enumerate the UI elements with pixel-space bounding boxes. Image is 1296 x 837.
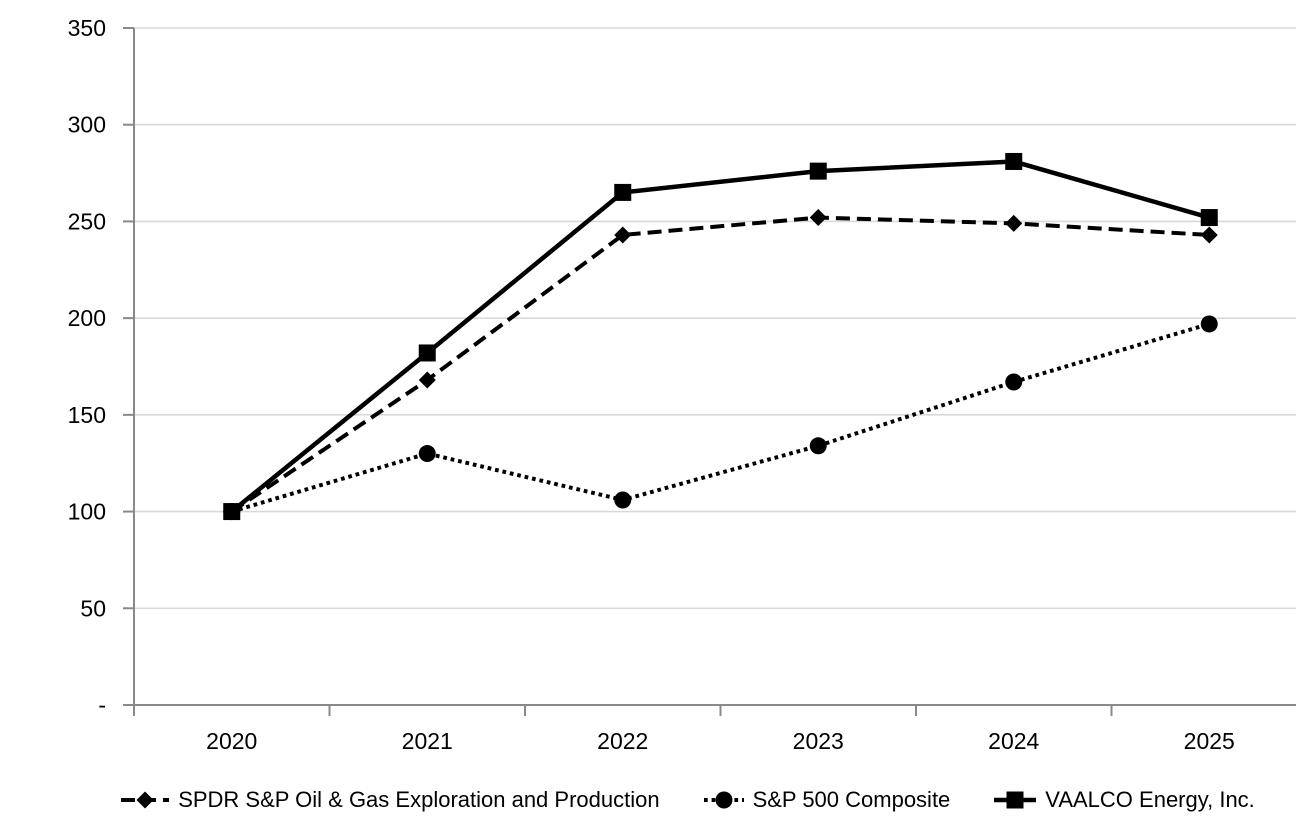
square-marker bbox=[1005, 152, 1023, 170]
y-tick-label: 150 bbox=[68, 402, 106, 428]
series-line bbox=[230, 159, 1210, 514]
legend-item-2: S&P 500 Composite bbox=[703, 787, 951, 813]
square-marker bbox=[223, 503, 241, 521]
x-tick-label: 2024 bbox=[988, 728, 1039, 754]
diamond-marker bbox=[809, 209, 827, 227]
y-tick-label: 250 bbox=[68, 208, 106, 234]
legend-label: SPDR S&P Oil & Gas Exploration and Produ… bbox=[178, 787, 660, 812]
y-tick-label: 350 bbox=[68, 16, 106, 41]
circle-marker bbox=[809, 437, 827, 455]
square-marker bbox=[614, 183, 632, 201]
legend-item-1: SPDR S&P Oil & Gas Exploration and Produ… bbox=[121, 787, 660, 813]
x-tick-label: 2021 bbox=[402, 728, 453, 754]
diamond-marker bbox=[1200, 226, 1218, 244]
legend-item-3: VAALCO Energy, Inc. bbox=[994, 787, 1255, 813]
x-tick-label: 2022 bbox=[597, 728, 648, 754]
circle-marker bbox=[1005, 373, 1023, 391]
square-marker bbox=[1200, 209, 1218, 227]
legend-sample-diamond-icon bbox=[121, 791, 170, 809]
y-tick-label: 300 bbox=[68, 112, 106, 138]
legend-label: VAALCO Energy, Inc. bbox=[1045, 787, 1255, 812]
x-tick-label: 2023 bbox=[793, 728, 844, 754]
legend-sample-square-icon bbox=[994, 791, 1037, 809]
legend-label: S&P 500 Composite bbox=[752, 787, 951, 812]
diamond-marker bbox=[418, 371, 436, 389]
square-marker bbox=[809, 162, 827, 180]
y-tick-label: - bbox=[98, 692, 106, 718]
x-tick-label: 2020 bbox=[206, 728, 257, 754]
x-tick-label: 2025 bbox=[1184, 728, 1235, 754]
circle-marker bbox=[715, 791, 733, 809]
diamond-marker bbox=[614, 226, 632, 244]
circle-marker bbox=[418, 445, 436, 463]
series-3 bbox=[223, 152, 1218, 521]
y-tick-label: 100 bbox=[68, 499, 106, 525]
square-marker bbox=[418, 344, 436, 362]
diamond-marker bbox=[136, 791, 154, 809]
series-line bbox=[231, 322, 1210, 514]
circle-marker bbox=[1200, 315, 1218, 333]
chart-plot-area: - 50 100 150 200 250 300 350 2020 2021 2022 2023 202… bbox=[68, 15, 1296, 754]
series-line bbox=[230, 215, 1210, 514]
y-tick-label: 50 bbox=[80, 595, 106, 621]
total-return-line-chart: - 50 100 150 200 250 300 350 2020 2021 2022 2023 202… bbox=[40, 15, 1296, 832]
y-tick-label: 200 bbox=[68, 305, 106, 331]
legend-sample-circle-icon bbox=[703, 791, 744, 809]
diamond-marker bbox=[1005, 214, 1023, 232]
chart-legend: SPDR S&P Oil & Gas Exploration and Produ… bbox=[40, 778, 1296, 822]
square-marker bbox=[1006, 791, 1024, 809]
series-1 bbox=[223, 209, 1218, 521]
circle-marker bbox=[614, 491, 632, 509]
